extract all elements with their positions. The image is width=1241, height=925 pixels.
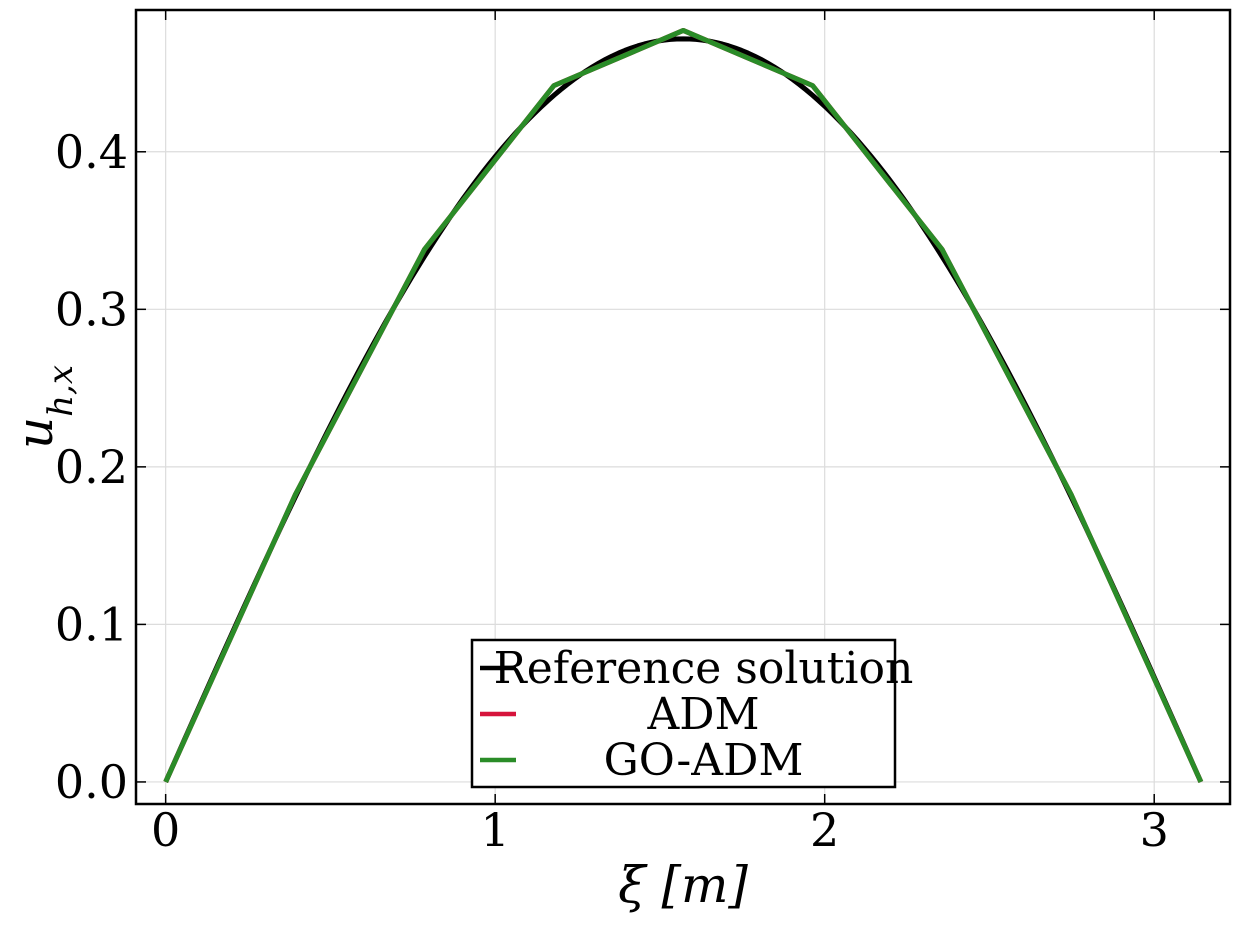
- y-tick-label: 0.4: [55, 125, 128, 179]
- y-tick-label: 0.3: [55, 282, 128, 336]
- legend-label: GO-ADM: [604, 735, 804, 786]
- y-axis-label-main: u: [6, 417, 64, 449]
- series-lines: [163, 27, 1204, 783]
- x-tick-label: 3: [1140, 803, 1169, 857]
- plot-frame: [134, 8, 1232, 806]
- x-tick-label: 0: [151, 803, 180, 857]
- y-tick-label: 0.2: [55, 440, 128, 494]
- y-tick-label: 0.1: [55, 597, 128, 651]
- legend-label: ADM: [646, 689, 759, 740]
- y-tick-label: 0.0: [55, 755, 128, 809]
- x-tick-label: 1: [481, 803, 510, 857]
- y-axis-label-sub: h,x: [41, 365, 81, 417]
- ticks: 0 1 2 3 0.0 0.1 0.2 0.3 0.4: [55, 10, 1230, 857]
- legend-box: [470, 638, 897, 789]
- legend-label: Reference solution: [494, 643, 914, 694]
- x-axis-label: ξ [m]: [618, 856, 748, 914]
- y-axis-label: uh,x: [6, 365, 81, 449]
- series-line-go-adm: [163, 27, 1204, 783]
- x-tick-label: 2: [810, 803, 839, 857]
